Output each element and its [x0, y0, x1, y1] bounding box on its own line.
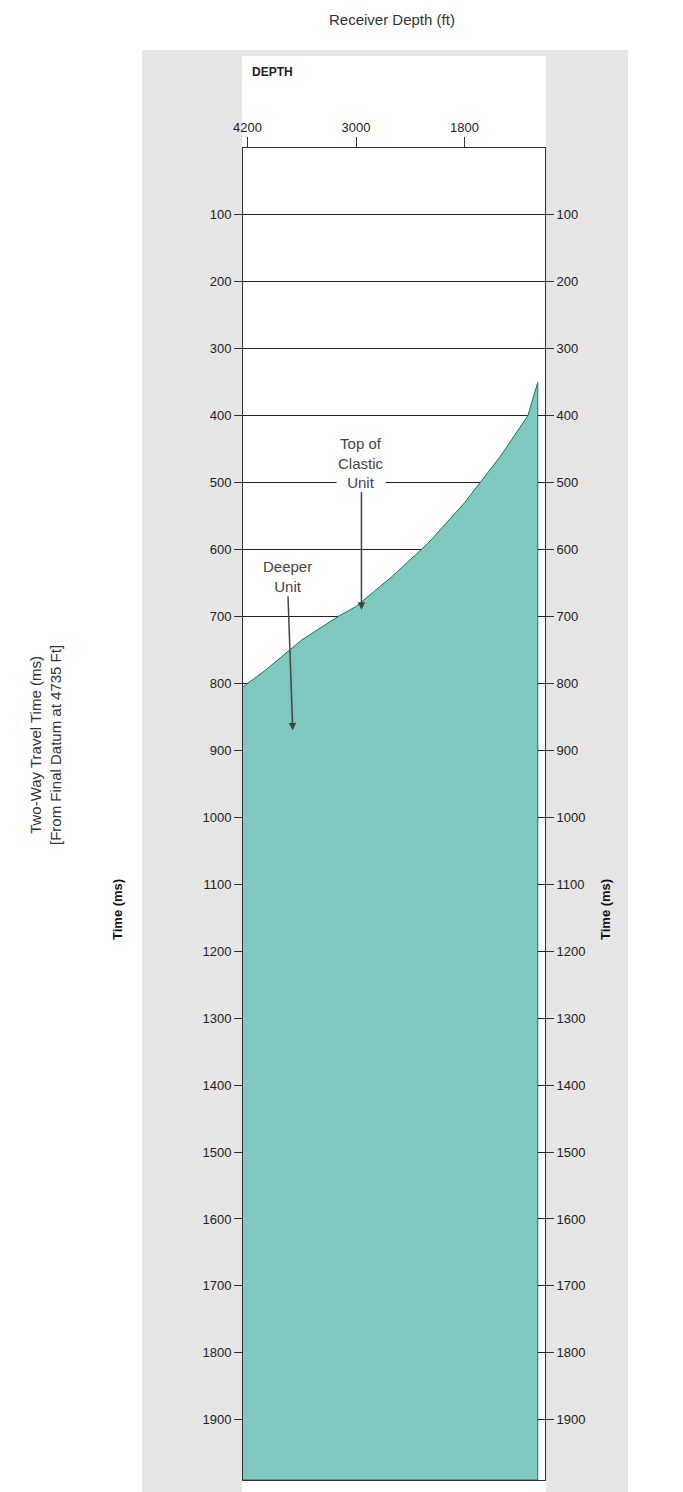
svg-text:DeeperUnit: DeeperUnit [263, 558, 312, 595]
svg-text:1400: 1400 [202, 1078, 231, 1093]
svg-text:1800: 1800 [450, 120, 479, 135]
svg-text:500: 500 [557, 475, 579, 490]
svg-text:1000: 1000 [557, 810, 586, 825]
svg-text:1900: 1900 [557, 1412, 586, 1427]
svg-text:1600: 1600 [557, 1212, 586, 1227]
svg-text:1100: 1100 [557, 877, 585, 892]
svg-text:1500: 1500 [557, 1145, 586, 1160]
svg-text:1100: 1100 [203, 877, 231, 892]
svg-text:500: 500 [210, 475, 232, 490]
svg-text:100: 100 [557, 207, 579, 222]
svg-text:300: 300 [210, 341, 232, 356]
svg-text:1000: 1000 [202, 810, 231, 825]
svg-text:1800: 1800 [557, 1345, 586, 1360]
svg-text:1700: 1700 [557, 1278, 586, 1293]
svg-text:1200: 1200 [557, 944, 586, 959]
svg-text:100: 100 [210, 207, 232, 222]
svg-text:1300: 1300 [202, 1011, 231, 1026]
svg-text:DEPTH: DEPTH [252, 65, 293, 79]
svg-text:1700: 1700 [202, 1278, 231, 1293]
svg-text:Receiver Depth (ft): Receiver Depth (ft) [329, 11, 455, 28]
svg-text:300: 300 [557, 341, 579, 356]
svg-text:600: 600 [557, 542, 579, 557]
svg-text:700: 700 [557, 609, 579, 624]
svg-text:1500: 1500 [202, 1145, 231, 1160]
svg-text:400: 400 [210, 408, 232, 423]
svg-text:4200: 4200 [233, 120, 262, 135]
svg-text:Top ofClasticUnit: Top ofClasticUnit [338, 435, 384, 491]
svg-text:800: 800 [210, 676, 232, 691]
svg-text:400: 400 [557, 408, 579, 423]
svg-text:600: 600 [210, 542, 232, 557]
svg-text:1300: 1300 [557, 1011, 586, 1026]
svg-text:200: 200 [557, 274, 579, 289]
svg-text:Time (ms): Time (ms) [598, 879, 613, 940]
svg-text:1600: 1600 [202, 1212, 231, 1227]
svg-text:1200: 1200 [202, 944, 231, 959]
svg-text:900: 900 [210, 743, 232, 758]
svg-text:700: 700 [210, 609, 232, 624]
svg-text:Time (ms): Time (ms) [110, 879, 125, 940]
svg-text:1800: 1800 [202, 1345, 231, 1360]
svg-text:1900: 1900 [202, 1412, 231, 1427]
svg-text:1400: 1400 [557, 1078, 586, 1093]
svg-text:Two-Way Travel Time (ms)[From: Two-Way Travel Time (ms)[From Final Datu… [27, 645, 64, 845]
svg-text:900: 900 [557, 743, 579, 758]
svg-text:200: 200 [210, 274, 232, 289]
svg-text:800: 800 [557, 676, 579, 691]
svg-text:3000: 3000 [342, 120, 371, 135]
